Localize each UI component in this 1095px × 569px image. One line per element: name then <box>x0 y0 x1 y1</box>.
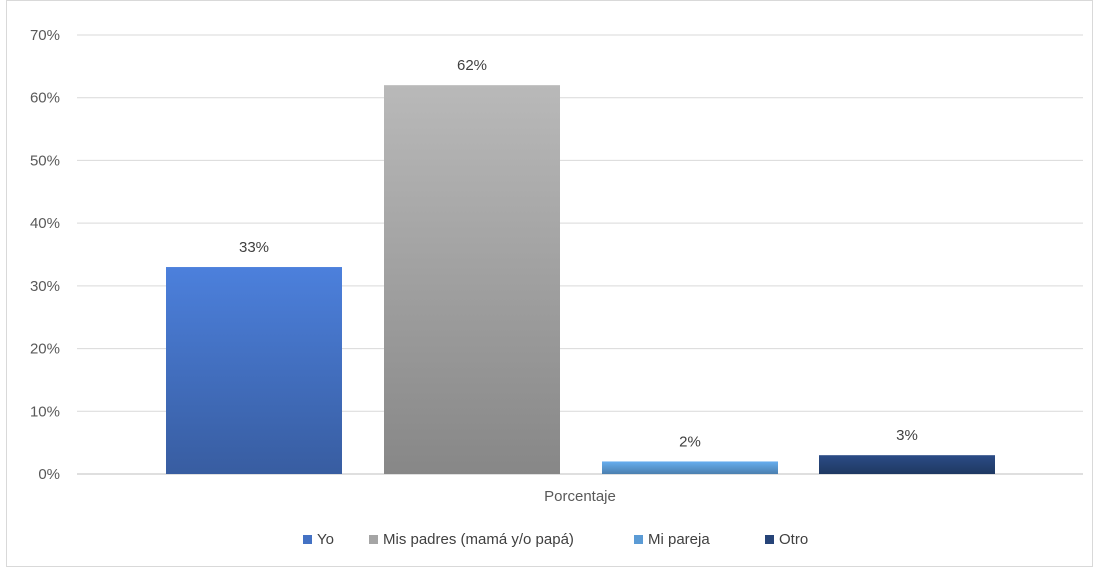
y-tick-label: 70% <box>30 27 60 44</box>
y-tick-label: 40% <box>30 215 60 232</box>
bar-4 <box>819 455 995 474</box>
data-label: 33% <box>239 239 269 256</box>
legend-swatch <box>634 535 643 544</box>
data-label: 3% <box>896 427 918 444</box>
y-tick-label: 10% <box>30 403 60 420</box>
legend-swatch <box>369 535 378 544</box>
y-tick-label: 50% <box>30 152 60 169</box>
legend-label: Yo <box>317 531 334 548</box>
x-category-label: Porcentaje <box>544 488 616 505</box>
data-label: 2% <box>679 433 701 450</box>
y-tick-label: 20% <box>30 341 60 358</box>
legend-label: Otro <box>779 531 808 548</box>
legend-swatch <box>765 535 774 544</box>
data-label: 62% <box>457 57 487 74</box>
y-tick-label: 0% <box>38 466 60 483</box>
y-tick-label: 30% <box>30 278 60 295</box>
bar-1 <box>166 267 342 474</box>
legend-label: Mis padres (mamá y/o papá) <box>383 531 574 548</box>
bar-3 <box>602 461 778 474</box>
legend-label: Mi pareja <box>648 531 710 548</box>
legend-swatch <box>303 535 312 544</box>
y-tick-label: 60% <box>30 90 60 107</box>
bar-2 <box>384 85 560 475</box>
